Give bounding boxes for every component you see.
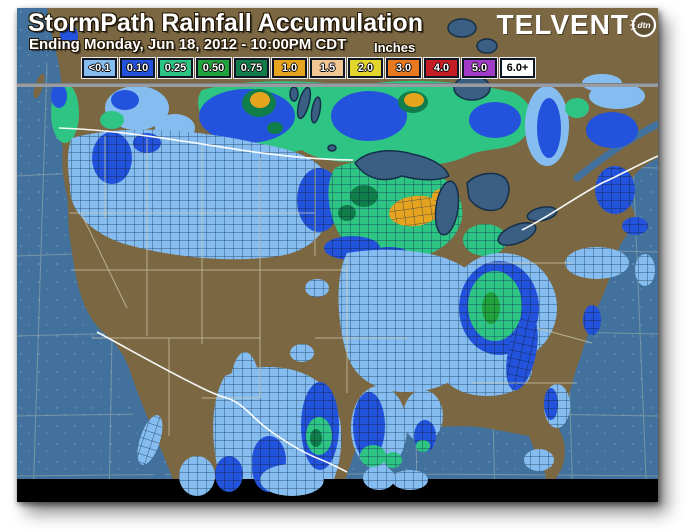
map-graphic xyxy=(17,8,658,502)
legend-item: 0.25 xyxy=(158,58,193,78)
legend-item: 0.75 xyxy=(234,58,269,78)
dtn-badge-icon: dtn xyxy=(630,12,657,38)
logo-text: TELVENT xyxy=(496,9,629,40)
legend-item: <0.1 xyxy=(82,58,117,78)
legend-item: 1.0 xyxy=(272,58,307,78)
legend-item: 2.0 xyxy=(348,58,383,78)
legend-item: 6.0+ xyxy=(500,58,535,78)
legend-item: 0.50 xyxy=(196,58,231,78)
great-lakes xyxy=(289,18,558,246)
bottom-band xyxy=(17,479,658,502)
dtn-badge-text: dtn xyxy=(637,20,650,30)
national-borders xyxy=(58,127,658,473)
state-borders xyxy=(69,136,593,436)
units-label: Inches xyxy=(374,40,416,55)
map-subtitle: Ending Monday, Jun 18, 2012 - 10:00PM CD… xyxy=(29,36,347,53)
legend-item: 1.5 xyxy=(310,58,345,78)
legend-item: 5.0 xyxy=(462,58,497,78)
precip-over-band xyxy=(179,444,428,496)
precip-canada xyxy=(51,24,645,166)
weather-map: StormPath Rainfall Accumulation Ending M… xyxy=(17,8,658,502)
legend-item: 3.0 xyxy=(386,58,421,78)
page-title: StormPath Rainfall Accumulation xyxy=(28,9,423,37)
header-separator xyxy=(17,83,658,87)
legend-item: 4.0 xyxy=(424,58,459,78)
rainfall-legend: <0.1 0.10 0.25 0.50 0.75 1.0 1.5 2.0 3.0 4.0 5.0 6.… xyxy=(82,58,538,78)
legend-item: 0.10 xyxy=(120,58,155,78)
telvent-logo: TELVENT dtn xyxy=(497,9,658,41)
